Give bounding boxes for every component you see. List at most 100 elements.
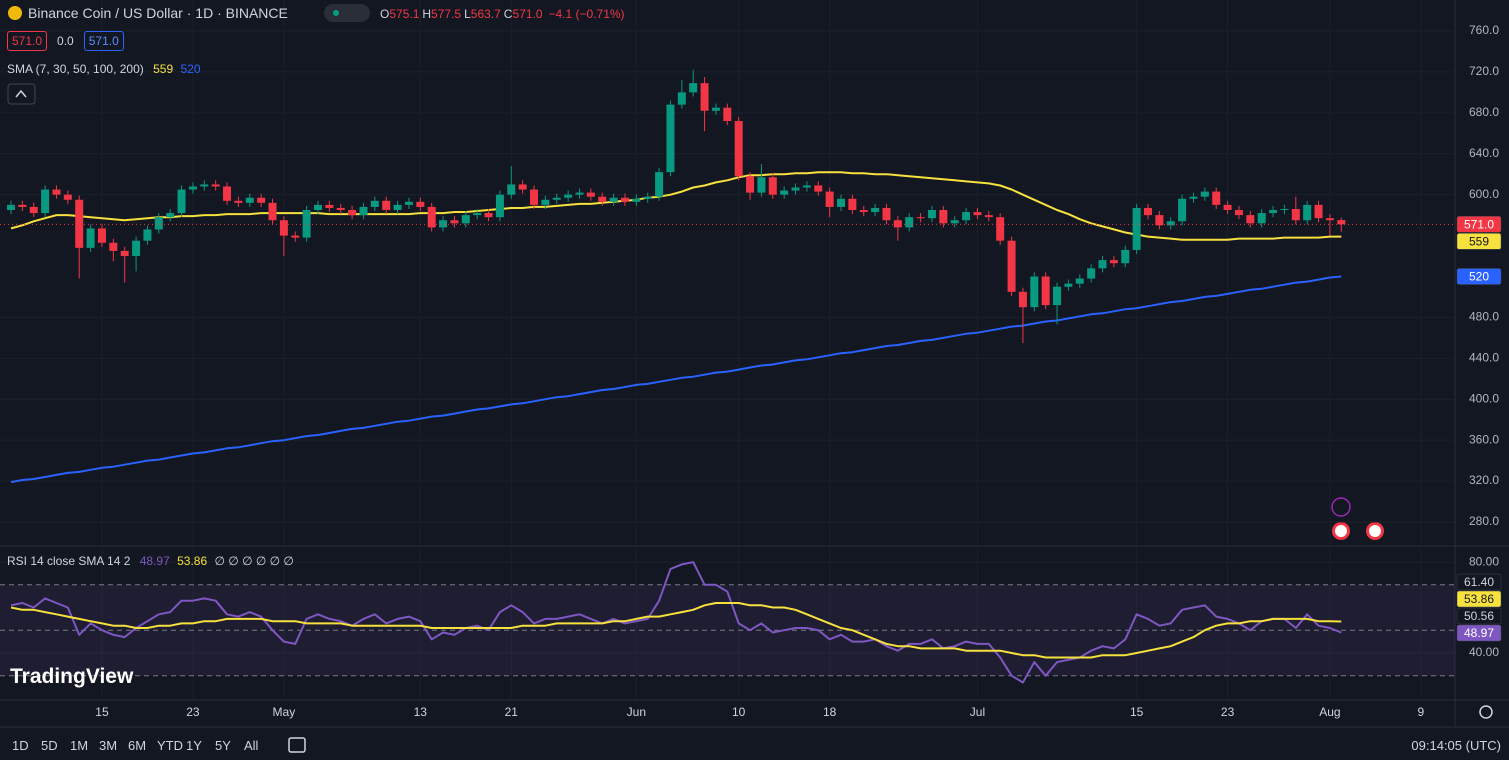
candle-body xyxy=(996,217,1005,241)
candle-body xyxy=(143,229,152,241)
candle-body xyxy=(620,197,629,202)
candle-body xyxy=(1314,204,1323,219)
candle-body xyxy=(871,207,880,213)
candle-body xyxy=(223,186,232,201)
candle-body xyxy=(336,207,345,211)
timeframe-button[interactable]: 1M xyxy=(70,738,89,753)
candle-body xyxy=(279,220,288,236)
candle-body xyxy=(518,184,527,190)
y-tick-label: 720.0 xyxy=(1469,64,1499,78)
ohlc-label: H xyxy=(422,7,432,21)
x-tick-label: 23 xyxy=(1221,705,1235,719)
timeframe-button[interactable]: 3M xyxy=(99,738,118,753)
x-tick-label: Jun xyxy=(627,705,646,719)
rsi-value: 48.97 xyxy=(139,554,170,568)
spread: 0.0 xyxy=(57,34,74,48)
candle-body xyxy=(1144,207,1152,216)
candle-body xyxy=(882,207,891,221)
candle-body xyxy=(200,184,209,187)
price-badge xyxy=(1456,233,1502,250)
candle-body xyxy=(359,206,368,216)
candle-body xyxy=(814,185,823,192)
candle-body xyxy=(245,197,254,203)
price-badge xyxy=(1456,216,1502,233)
candle-body xyxy=(552,197,561,200)
date-range-icon[interactable] xyxy=(288,737,306,753)
timeframe-button[interactable]: 1Y xyxy=(186,738,202,753)
price-badge-label: 53.86 xyxy=(1464,592,1494,606)
y-tick-label: 280.0 xyxy=(1469,514,1499,528)
candle-body xyxy=(927,210,936,219)
rsi-extra: ∅ ∅ ∅ ∅ ∅ ∅ xyxy=(214,554,294,568)
x-tick-label: 21 xyxy=(505,705,519,719)
candle-body xyxy=(666,104,675,173)
candle-body xyxy=(1303,204,1312,221)
collapse-button[interactable] xyxy=(7,83,36,105)
candle-body xyxy=(1234,210,1243,216)
sma-value: 520 xyxy=(180,62,201,76)
rsi-legend: RSI 14 close SMA 14 2 48.97 53.86 ∅ ∅ ∅ … xyxy=(7,553,294,569)
candle-body xyxy=(1109,260,1118,264)
candle-body xyxy=(97,228,106,243)
timeframe-button[interactable]: 5D xyxy=(41,738,58,753)
price-badge-label: 50.56 xyxy=(1464,609,1494,623)
candle-body xyxy=(382,200,391,211)
candle-body xyxy=(609,197,618,202)
ohlc-value: 571.0 xyxy=(512,7,543,21)
ask-box[interactable]: 571.0 xyxy=(83,31,124,51)
candle-body xyxy=(188,186,197,190)
y-tick-label: 320.0 xyxy=(1469,473,1499,487)
sma-value: 559 xyxy=(153,62,174,76)
timeframe-button[interactable]: 1D xyxy=(12,738,29,753)
candle-body xyxy=(530,189,539,205)
status-pill[interactable] xyxy=(324,4,370,22)
timeframe-button[interactable]: 6M xyxy=(128,738,147,753)
rsi-title: RSI 14 close SMA 14 2 xyxy=(7,554,131,568)
ohlc-value: 577.5 xyxy=(431,7,462,21)
y-tick-label: 400.0 xyxy=(1469,391,1499,405)
rsi-line xyxy=(10,561,1342,684)
rsi-ma-value: 53.86 xyxy=(177,554,208,568)
candle-body xyxy=(905,217,914,228)
candle-body xyxy=(791,187,800,191)
candle-body xyxy=(7,204,15,211)
candle-body xyxy=(984,215,993,218)
candle-body xyxy=(973,212,982,216)
candle-body xyxy=(393,204,402,211)
candle-body xyxy=(154,217,163,230)
candle-body xyxy=(1223,204,1232,211)
candle-body xyxy=(962,212,971,221)
y-tick-label: 480.0 xyxy=(1469,310,1499,324)
candle-body xyxy=(655,172,664,197)
candle-body xyxy=(109,242,118,251)
event-icon[interactable] xyxy=(1331,497,1351,517)
candle-body xyxy=(586,192,595,197)
candle-body xyxy=(1030,276,1039,308)
settings-icon[interactable] xyxy=(1479,705,1493,719)
timeframe-button[interactable]: YTD xyxy=(157,738,183,753)
candle-body xyxy=(484,213,493,218)
candle-body xyxy=(677,92,686,105)
candle-body xyxy=(768,177,777,195)
grid xyxy=(0,584,1455,677)
candle-body xyxy=(837,198,846,207)
timeframe-bar: 1D 5D 1M 3M 6M YTD 1Y 5Y All xyxy=(12,738,273,754)
x-tick-label: Jul xyxy=(970,705,985,719)
candle-body xyxy=(63,194,72,200)
y-tick-label: 760.0 xyxy=(1469,23,1499,37)
collapse-icon xyxy=(15,89,27,98)
y-tick-label: 600.0 xyxy=(1469,187,1499,201)
clock: 09:14:05 (UTC) xyxy=(1411,738,1501,753)
ohlc-change: −4.1 (−0.71%) xyxy=(548,7,625,21)
candle-body xyxy=(1087,268,1096,279)
candle-body xyxy=(939,210,948,224)
candle-body xyxy=(52,189,61,195)
y-tick-label: 80.00 xyxy=(1469,554,1499,568)
event-flag-inner xyxy=(1335,525,1347,537)
timeframe-button[interactable]: 5Y xyxy=(215,738,231,753)
timeframe-button[interactable]: All xyxy=(244,738,259,753)
ohlc-value: 563.7 xyxy=(470,7,501,21)
candle-body xyxy=(29,206,38,214)
x-tick-label: 13 xyxy=(414,705,428,719)
bid-box[interactable]: 571.0 xyxy=(7,31,48,51)
